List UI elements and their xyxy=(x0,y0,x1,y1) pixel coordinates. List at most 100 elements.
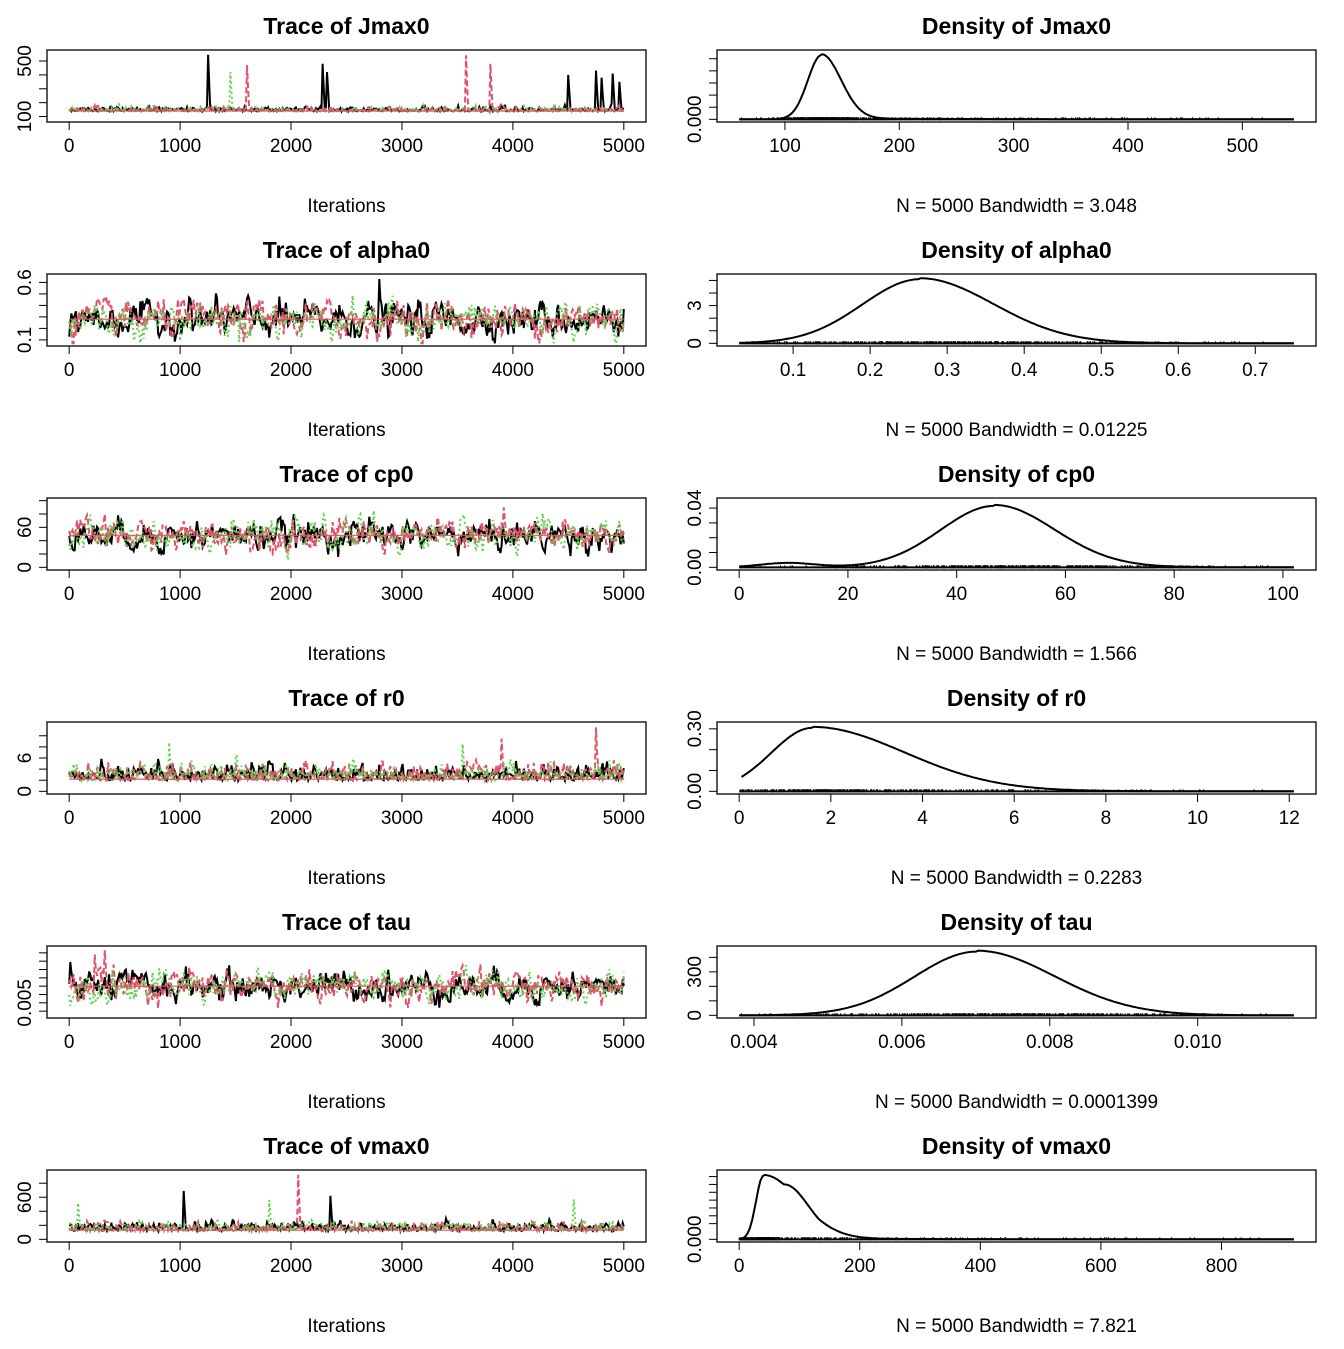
x-tick-label: 3000 xyxy=(381,1256,423,1277)
plot-area xyxy=(68,54,625,116)
x-tick-label: 100 xyxy=(1267,584,1299,605)
y-tick-label: 500 xyxy=(15,45,36,77)
plot-frame xyxy=(716,273,1317,347)
x-axis-title: N = 5000 Bandwidth = 0.2283 xyxy=(891,868,1142,889)
x-tick-label: 2000 xyxy=(270,808,312,829)
x-tick-label: 6 xyxy=(1009,808,1020,829)
x-tick-label: 4 xyxy=(917,808,928,829)
plot-frame xyxy=(46,945,647,1019)
y-tick-label: 0 xyxy=(15,786,36,797)
x-axis-title: N = 5000 Bandwidth = 7.821 xyxy=(896,1316,1137,1337)
density-curve xyxy=(739,53,1294,121)
x-axis-title: N = 5000 Bandwidth = 1.566 xyxy=(896,644,1137,665)
panel-trace-cp0: Trace of cp0 0 1000 2000 3000 4000 5000 Iterati… xyxy=(15,461,647,665)
plot-area xyxy=(739,725,1294,793)
x-tick-label: 0 xyxy=(64,1256,75,1277)
x-tick-label: 3000 xyxy=(381,360,423,381)
panel-trace-r0: Trace of r0 0 1000 2000 3000 4000 5000 Iteratio… xyxy=(15,685,647,889)
panel-title: Density of Jmax0 xyxy=(922,13,1111,39)
x-axis-title: Iterations xyxy=(307,1316,385,1337)
x-tick-label: 5000 xyxy=(603,1256,645,1277)
plot-frame xyxy=(716,1169,1317,1243)
x-tick-label: 20 xyxy=(837,584,858,605)
plot-area xyxy=(739,277,1294,345)
x-tick-label: 0.008 xyxy=(1026,1032,1074,1053)
x-tick-label: 400 xyxy=(964,1256,996,1277)
density-curve xyxy=(739,1173,1294,1241)
y-tick-label: 0.6 xyxy=(15,269,36,295)
y-tick-label: 0.1 xyxy=(15,327,36,353)
y-tick-label: 0.005 xyxy=(15,979,36,1027)
y-tick-label: 0.30 xyxy=(685,710,706,747)
x-tick-label: 0.7 xyxy=(1242,360,1268,381)
plot-frame xyxy=(46,721,647,795)
y-tick-label: 0.04 xyxy=(685,489,706,526)
x-tick-label: 100 xyxy=(769,136,801,157)
plot-frame xyxy=(716,945,1317,1019)
x-tick-label: 4000 xyxy=(492,1032,534,1053)
x-tick-label: 2 xyxy=(826,808,837,829)
x-tick-label: 500 xyxy=(1227,136,1259,157)
trace-line-chain-1 xyxy=(68,961,625,1008)
x-tick-label: 0 xyxy=(64,584,75,605)
x-axis-title: Iterations xyxy=(307,196,385,217)
y-tick-label: 3 xyxy=(685,300,706,311)
panel-trace-Jmax0: Trace of Jmax0 0 1000 2000 3000 4000 5000 Itera… xyxy=(15,13,647,217)
x-tick-label: 12 xyxy=(1279,808,1300,829)
panel-title: Density of r0 xyxy=(947,685,1086,711)
density-curve xyxy=(739,503,1294,569)
plot-frame xyxy=(46,1169,647,1243)
x-tick-label: 0.004 xyxy=(730,1032,778,1053)
plot-frame xyxy=(46,49,647,123)
density-curve xyxy=(739,277,1294,345)
trace-line-chain-2 xyxy=(68,950,625,1009)
x-axis-title: Iterations xyxy=(307,1092,385,1113)
x-tick-label: 3000 xyxy=(381,584,423,605)
x-axis-title: Iterations xyxy=(307,868,385,889)
panel-density-vmax0: Density of vmax0 0 200 400 600 800 N = 5000 Ba… xyxy=(685,1133,1317,1337)
x-tick-label: 5000 xyxy=(603,360,645,381)
trace-line-chain-3 xyxy=(68,72,625,115)
trace-line-chain-2 xyxy=(68,1174,625,1235)
trace-line-chain-1 xyxy=(68,514,625,557)
x-tick-label: 1000 xyxy=(159,808,201,829)
y-tick-label: 0 xyxy=(15,1234,36,1245)
x-tick-label: 5000 xyxy=(603,136,645,157)
x-tick-label: 300 xyxy=(998,136,1030,157)
x-tick-label: 3000 xyxy=(381,1032,423,1053)
x-tick-label: 400 xyxy=(1112,136,1144,157)
x-tick-label: 4000 xyxy=(492,360,534,381)
x-tick-label: 40 xyxy=(946,584,967,605)
x-tick-label: 1000 xyxy=(159,360,201,381)
density-curve xyxy=(739,949,1294,1017)
y-tick-label: 0.00 xyxy=(685,549,706,586)
x-axis-title: N = 5000 Bandwidth = 3.048 xyxy=(896,196,1137,217)
panel-density-alpha0: Density of alpha0 0.1 0.2 0.3 0.4 0.5 0.6 0.7 N … xyxy=(685,237,1317,441)
x-tick-label: 0.6 xyxy=(1165,360,1191,381)
x-axis-title: Iterations xyxy=(307,420,385,441)
plot-area xyxy=(738,1173,1294,1241)
trace-line-chain-3 xyxy=(68,742,625,785)
x-tick-label: 3000 xyxy=(381,136,423,157)
panel-density-cp0: Density of cp0 0 20 40 60 80 100 N = 5000 Bandw… xyxy=(685,461,1317,665)
panel-title: Density of cp0 xyxy=(938,461,1095,487)
panel-title: Trace of Jmax0 xyxy=(263,13,429,39)
x-tick-label: 2000 xyxy=(270,360,312,381)
x-tick-label: 4000 xyxy=(492,136,534,157)
x-tick-label: 0 xyxy=(64,136,75,157)
plot-area xyxy=(68,507,625,560)
x-tick-label: 0 xyxy=(734,1256,745,1277)
x-tick-label: 1000 xyxy=(159,584,201,605)
y-tick-label: 0.000 xyxy=(685,96,706,144)
trace-line-chain-2 xyxy=(68,295,625,345)
y-tick-label: 0 xyxy=(685,1010,706,1021)
x-tick-label: 4000 xyxy=(492,1256,534,1277)
x-tick-label: 8 xyxy=(1101,808,1112,829)
x-tick-label: 3000 xyxy=(381,808,423,829)
x-tick-label: 0.1 xyxy=(780,360,806,381)
panel-title: Trace of cp0 xyxy=(279,461,413,487)
panel-title: Density of alpha0 xyxy=(921,237,1111,263)
trace-line-chain-1 xyxy=(68,278,625,344)
panel-trace-vmax0: Trace of vmax0 0 1000 2000 3000 4000 5000 Itera… xyxy=(15,1133,647,1337)
